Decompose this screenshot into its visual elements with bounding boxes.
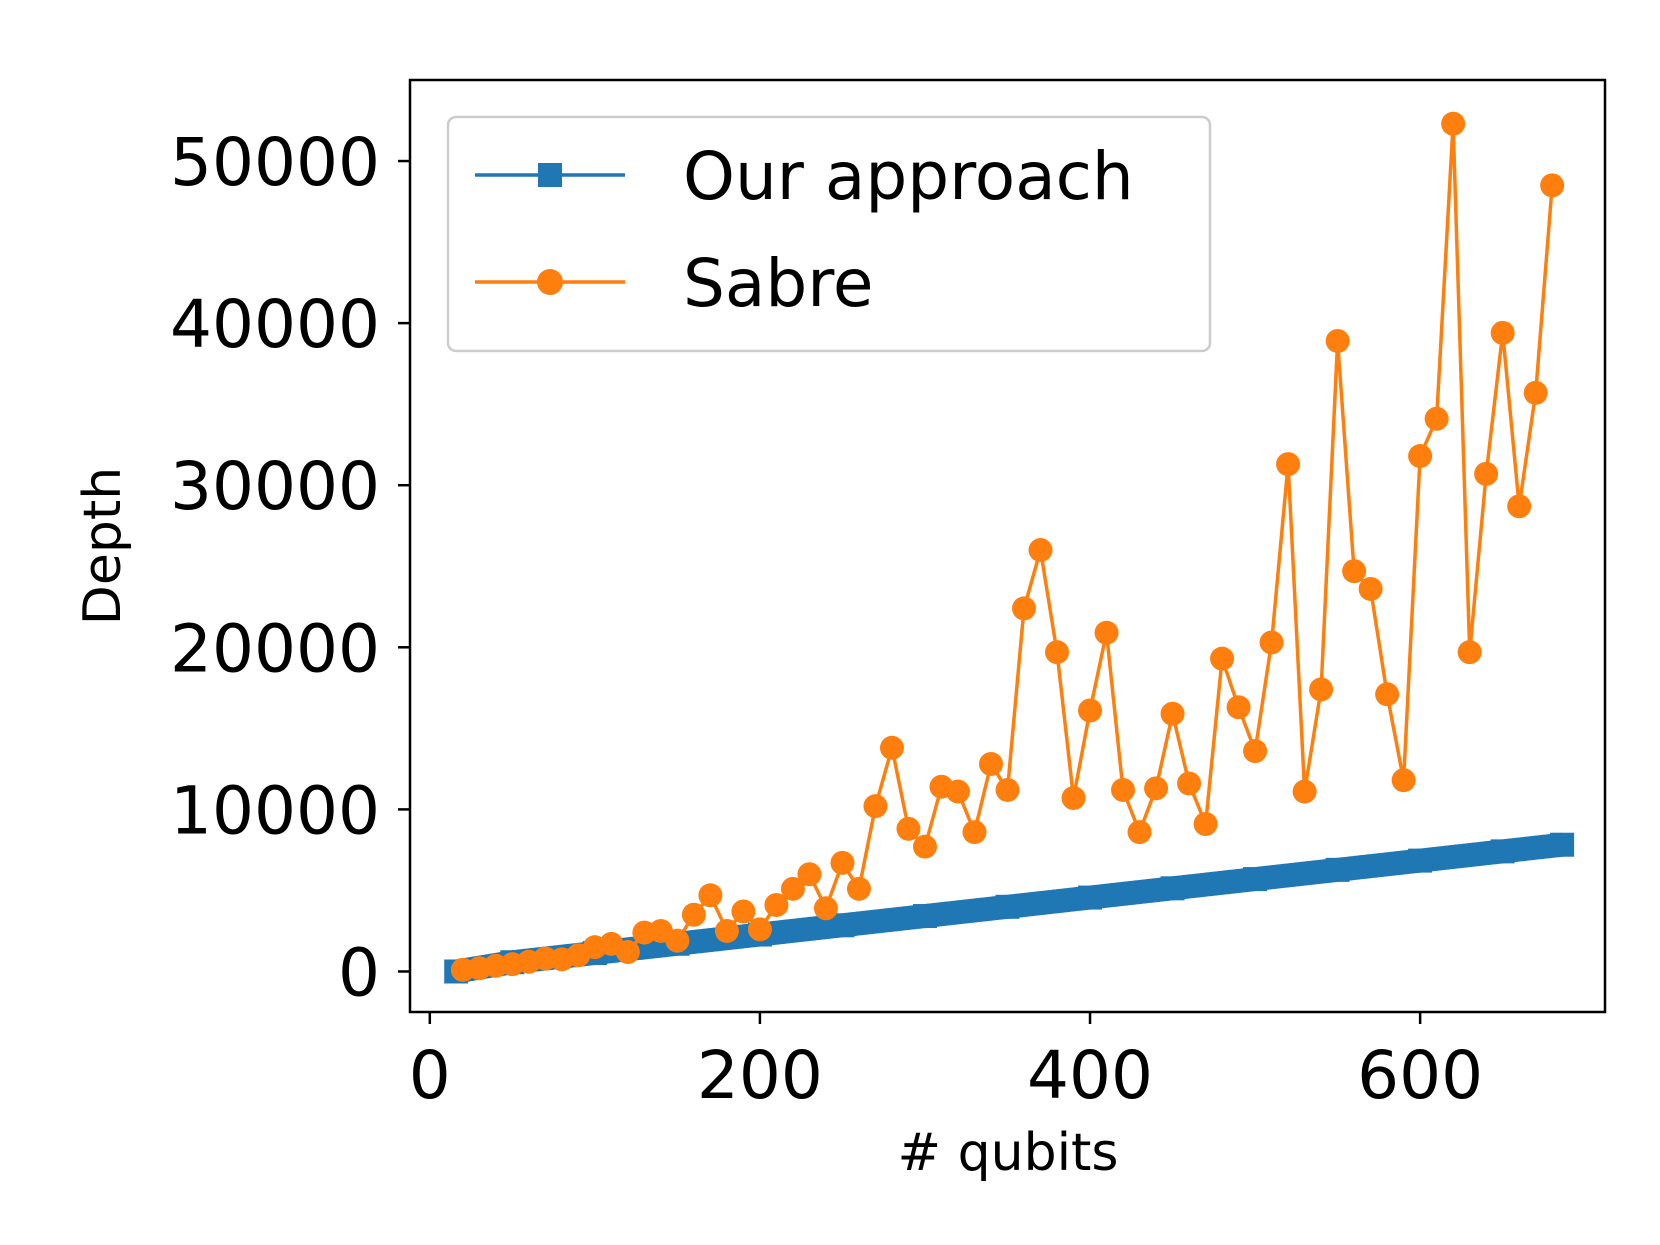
point-sabre-37 [1061,786,1086,811]
point-sabre-52 [1309,677,1334,702]
point-sabre-48 [1243,739,1268,764]
point-sabre-63 [1490,320,1515,345]
point-sabre-59 [1424,406,1449,431]
point-sabre-62 [1474,461,1499,486]
x-tick-label-200: 200 [697,1037,823,1114]
point-our-approach-12 [1408,848,1433,873]
x-axis-label: # qubits [898,1123,1119,1183]
point-sabre-28 [912,834,937,859]
series-layer [444,111,1575,984]
legend-box [446,115,1212,353]
point-sabre-61 [1457,640,1482,665]
point-sabre-46 [1210,646,1235,671]
point-sabre-25 [863,794,888,819]
legend: Our approach Sabre [446,115,1212,353]
point-sabre-45 [1193,811,1218,836]
point-sabre-10 [615,940,640,965]
point-sabre-60 [1441,111,1466,136]
point-sabre-38 [1078,698,1103,723]
point-sabre-22 [813,896,838,921]
point-sabre-58 [1408,444,1433,469]
x-axis: 0 200 400 600 [409,1012,1483,1114]
point-sabre-26 [879,735,904,760]
point-sabre-57 [1391,768,1416,793]
plot-frame [408,78,1607,1014]
point-sabre-33 [995,777,1020,802]
point-sabre-56 [1375,682,1400,707]
point-sabre-34 [1012,596,1037,621]
point-sabre-64 [1507,494,1532,519]
y-tick-label-30000: 30000 [170,448,380,525]
point-sabre-14 [681,902,706,927]
point-sabre-54 [1342,559,1367,584]
x-tick-label-600: 600 [1357,1037,1483,1114]
point-sabre-31 [962,820,987,845]
point-sabre-40 [1111,777,1136,802]
point-sabre-21 [797,862,822,887]
point-sabre-24 [846,876,871,901]
point-our-approach-8 [1078,885,1103,910]
point-sabre-15 [698,883,723,908]
point-sabre-16 [714,918,739,943]
y-tick-label-40000: 40000 [170,286,380,363]
point-sabre-42 [1144,776,1169,801]
y-tick-label-10000: 10000 [170,772,380,849]
legend-label-sabre: Sabre [683,245,874,322]
point-sabre-27 [896,816,921,841]
point-sabre-51 [1292,779,1317,804]
point-our-approach-7 [995,894,1020,919]
x-tick-label-400: 400 [1027,1037,1153,1114]
point-sabre-66 [1540,173,1565,198]
point-our-approach-9 [1160,876,1185,901]
point-sabre-47 [1226,695,1251,720]
point-our-approach-10 [1243,867,1268,892]
point-sabre-44 [1177,771,1202,796]
point-sabre-13 [665,928,690,953]
legend-marker-sabre [537,269,563,295]
point-sabre-43 [1160,701,1185,726]
point-sabre-20 [780,876,805,901]
y-tick-label-0: 0 [338,934,380,1011]
y-axis: 0 10000 20000 30000 40000 50000 [170,124,410,1011]
point-sabre-32 [978,752,1003,777]
point-our-approach-13 [1490,839,1515,864]
point-sabre-19 [764,893,789,918]
point-sabre-55 [1358,576,1383,601]
point-sabre-23 [830,850,855,875]
point-sabre-36 [1045,640,1070,665]
point-our-approach-5 [830,913,855,938]
point-sabre-30 [945,779,970,804]
point-sabre-18 [747,917,772,942]
series-sabre [450,111,1565,982]
point-our-approach-14 [1550,832,1575,857]
y-axis-label: Depth [73,467,133,625]
point-our-approach-11 [1325,857,1350,882]
point-sabre-17 [731,899,756,924]
legend-label-our-approach: Our approach [683,138,1134,215]
point-sabre-39 [1094,620,1119,645]
point-sabre-41 [1127,820,1152,845]
y-tick-label-50000: 50000 [170,124,380,201]
y-tick-label-20000: 20000 [170,610,380,687]
point-sabre-35 [1028,538,1053,563]
point-sabre-49 [1259,630,1284,655]
point-sabre-50 [1276,452,1301,477]
legend-marker-our-approach [538,163,562,187]
point-sabre-65 [1523,380,1548,405]
point-our-approach-6 [912,904,937,929]
x-tick-label-0: 0 [409,1037,451,1114]
point-sabre-53 [1325,328,1350,353]
